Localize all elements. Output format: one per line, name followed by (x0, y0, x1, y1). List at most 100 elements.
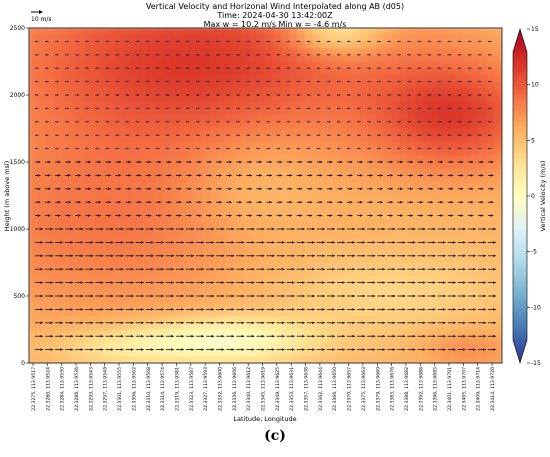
wind-arrow (85, 294, 94, 298)
heat-cell (123, 34, 133, 42)
heat-cell (92, 342, 101, 351)
heat-cell (44, 162, 54, 170)
heat-cell (454, 329, 464, 337)
wind-arrow (387, 160, 394, 164)
heat-cell (99, 68, 109, 76)
heat-cell (494, 229, 502, 237)
heat-cell (367, 215, 377, 223)
heat-cell (320, 182, 330, 190)
wind-arrow (35, 321, 44, 324)
wind-arrow (226, 281, 235, 284)
heat-cell (438, 249, 448, 257)
heat-cell (139, 242, 148, 250)
wind-arrow (175, 321, 185, 324)
wind-arrow (165, 67, 170, 69)
heat-cell (438, 342, 448, 351)
heat-cell (336, 141, 345, 150)
heat-cell (304, 242, 314, 250)
wind-arrow (75, 134, 80, 136)
wind-arrow (236, 308, 245, 311)
heat-cell (454, 349, 464, 357)
wind-arrow (35, 94, 39, 96)
heat-cell (494, 235, 502, 243)
heat-cell (391, 148, 401, 156)
heat-cell (99, 316, 109, 324)
heat-cell (494, 115, 502, 123)
heat-cell (470, 148, 479, 156)
heat-cell (36, 34, 46, 42)
wind-arrow (387, 80, 392, 83)
heat-cell (383, 128, 393, 136)
heat-cell (178, 309, 188, 317)
heat-cell (454, 128, 464, 136)
heat-cell (139, 135, 148, 143)
heat-cell (163, 121, 172, 130)
wind-arrow (296, 160, 303, 164)
heat-cell (431, 202, 440, 210)
heat-cell (123, 121, 133, 130)
heat-cell (273, 282, 282, 290)
heat-cell (170, 215, 180, 223)
wind-arrow (125, 147, 130, 150)
heat-cell (454, 74, 464, 83)
wind-arrow (175, 335, 185, 338)
heat-cell (297, 222, 306, 230)
heat-cell (478, 229, 487, 237)
heat-cell (155, 336, 164, 344)
heat-cell (60, 121, 70, 130)
heat-cell (210, 356, 219, 363)
wind-arrow (196, 294, 205, 298)
wind-arrow (316, 174, 323, 177)
wind-arrow (196, 147, 200, 150)
heat-cell (391, 175, 401, 183)
heat-cell (446, 235, 456, 243)
wind-arrow (387, 187, 394, 190)
heat-cell (139, 222, 148, 230)
heat-cell (281, 121, 290, 130)
heat-cell (249, 141, 259, 150)
wind-arrow (347, 308, 356, 311)
heat-cell (107, 128, 117, 136)
heat-cell (60, 141, 70, 150)
heat-cell (281, 242, 290, 250)
heat-cell (36, 81, 46, 89)
heat-cell (320, 316, 330, 324)
wind-arrow (35, 107, 39, 110)
heat-cell (399, 88, 408, 96)
wind-arrow (296, 147, 301, 150)
wind-arrow (226, 254, 235, 257)
heat-cell (423, 141, 432, 150)
heat-cell (383, 148, 393, 156)
heat-cell (431, 282, 440, 290)
heat-cell (352, 128, 361, 136)
heat-cell (68, 115, 77, 123)
heat-cell (399, 275, 408, 284)
wind-arrow (115, 335, 124, 338)
heat-cell (131, 296, 140, 304)
wind-arrow (266, 107, 271, 110)
heat-cell (391, 316, 401, 324)
heat-cell (186, 54, 196, 63)
heat-cell (320, 121, 330, 130)
heat-cell (344, 188, 353, 197)
heat-cell (241, 249, 251, 257)
heat-cell (163, 61, 172, 69)
wind-arrow (477, 147, 482, 150)
heat-cell (210, 195, 219, 203)
heat-cell (92, 208, 101, 217)
wind-arrow (427, 227, 436, 231)
heat-cell (194, 28, 204, 36)
heat-cell (155, 148, 164, 156)
heat-cell (68, 269, 77, 277)
x-tick-label: 22.3340, 113.9612 (246, 367, 252, 411)
heat-cell (423, 135, 432, 143)
heat-cell (194, 108, 204, 116)
heat-cell (486, 155, 495, 163)
heat-cell (210, 54, 219, 63)
wind-arrow (337, 241, 346, 244)
wind-arrow (407, 335, 416, 338)
heat-cell (470, 342, 479, 351)
wind-arrow (186, 348, 195, 351)
heat-cell (194, 235, 204, 243)
heat-cell (99, 81, 109, 89)
